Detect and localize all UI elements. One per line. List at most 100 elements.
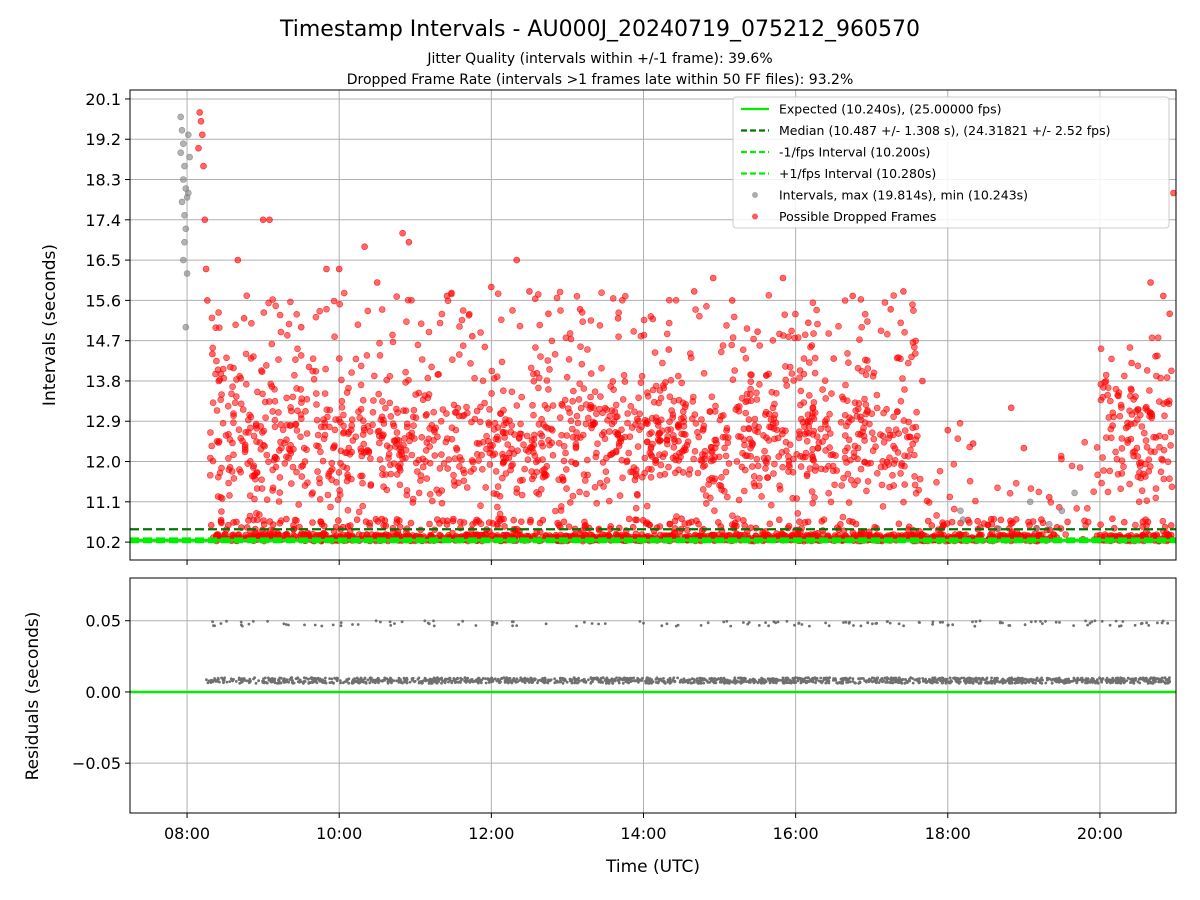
dropped-dot <box>851 399 859 407</box>
residual-dot <box>582 680 586 684</box>
dropped-dot <box>207 521 215 529</box>
dropped-dot <box>502 454 510 462</box>
residual-dot <box>1080 676 1084 680</box>
dropped-dot <box>493 373 501 381</box>
dropped-dot <box>1167 442 1174 449</box>
dropped-dot <box>1098 479 1105 487</box>
dropped-dot <box>656 437 664 444</box>
residual-dot <box>731 680 735 684</box>
dropped-dot <box>638 473 646 481</box>
dropped-dot <box>304 479 311 487</box>
residual-dot <box>636 678 640 681</box>
residual-dot <box>404 678 408 682</box>
residual-dot <box>1041 622 1044 625</box>
residual-dot <box>364 681 368 685</box>
dropped-dot <box>665 463 672 471</box>
dropped-dot <box>326 423 333 431</box>
dropped-dot <box>281 439 288 447</box>
dropped-dot <box>215 309 222 316</box>
dropped-dot <box>358 452 366 460</box>
dropped-point-25 <box>526 288 533 295</box>
residual-dot <box>967 681 971 684</box>
dropped-dot <box>331 333 338 341</box>
dropped-dot <box>450 471 457 479</box>
residual-dot <box>948 676 952 680</box>
dropped-dot <box>231 399 239 407</box>
residual-dot <box>921 679 925 683</box>
dropped-dot <box>990 515 998 523</box>
dropped-dot <box>353 516 361 524</box>
residual-dot <box>511 624 514 628</box>
dropped-dot <box>1103 434 1110 442</box>
residual-dot <box>466 679 469 683</box>
dropped-dot <box>297 411 305 419</box>
dropped-dot <box>419 455 427 463</box>
fps-band <box>130 538 1176 543</box>
legend-label-5: Possible Dropped Frames <box>779 209 936 224</box>
residual-dot <box>321 678 325 682</box>
dropped-dot <box>287 480 295 487</box>
dropped-dot <box>496 510 504 518</box>
dropped-dot <box>547 425 555 433</box>
dropped-point-47 <box>1128 359 1135 367</box>
dropped-dot <box>348 369 355 376</box>
dropped-dot <box>845 359 852 367</box>
residual-dot <box>767 624 770 628</box>
dropped-dot <box>646 430 653 438</box>
dropped-dot <box>285 454 292 462</box>
dropped-dot <box>828 390 835 397</box>
dropped-dot <box>224 402 232 410</box>
dropped-dot <box>740 487 748 495</box>
dropped-dot <box>587 370 595 377</box>
dropped-point-8 <box>209 350 216 358</box>
dropped-dot <box>340 289 348 297</box>
dropped-dot <box>498 515 505 523</box>
residual-dot <box>877 681 881 684</box>
dropped-dot <box>762 465 769 472</box>
dropped-dot <box>619 396 627 403</box>
dropped-dot <box>277 421 285 429</box>
residual-dot <box>935 680 938 684</box>
dropped-dot <box>317 448 324 456</box>
dropped-dot <box>553 294 561 302</box>
dropped-point-20 <box>405 238 413 246</box>
residual-dot <box>603 678 607 681</box>
residual-dot <box>971 620 974 624</box>
dropped-point-32 <box>728 297 736 304</box>
dropped-dot <box>453 446 461 454</box>
dropped-dot <box>633 490 641 498</box>
dropped-dot <box>684 438 692 446</box>
residual-dot <box>886 681 890 684</box>
dropped-dot <box>608 420 616 428</box>
residual-dot <box>902 624 905 628</box>
residual-dot <box>662 677 665 680</box>
dropped-dot <box>251 495 258 503</box>
dropped-dot <box>862 401 870 409</box>
dropped-dot <box>1102 371 1110 379</box>
dropped-dot <box>612 401 620 409</box>
dropped-dot <box>911 350 919 357</box>
dropped-dot <box>293 427 301 434</box>
dropped-dot <box>792 310 799 318</box>
dropped-dot <box>490 426 498 433</box>
dropped-dot <box>712 402 719 410</box>
dropped-dot <box>229 439 236 447</box>
dropped-dot <box>287 298 294 306</box>
residual-dot <box>266 619 269 623</box>
dropped-dot <box>1109 515 1116 523</box>
residual-dot <box>1163 680 1166 684</box>
interval-point-16 <box>186 153 193 161</box>
residual-dot <box>786 676 790 680</box>
dropped-dot <box>819 386 826 393</box>
residual-dot <box>633 679 636 682</box>
dropped-dot <box>558 473 566 481</box>
dropped-dot <box>1097 396 1105 404</box>
dropped-dot <box>281 460 289 467</box>
dropped-dot <box>235 531 242 538</box>
dropped-dot <box>263 496 271 504</box>
dropped-dot <box>897 397 905 405</box>
dropped-dot <box>321 390 329 397</box>
residual-dot <box>388 620 392 624</box>
dropped-dot <box>696 312 703 320</box>
dropped-dot <box>750 335 757 343</box>
